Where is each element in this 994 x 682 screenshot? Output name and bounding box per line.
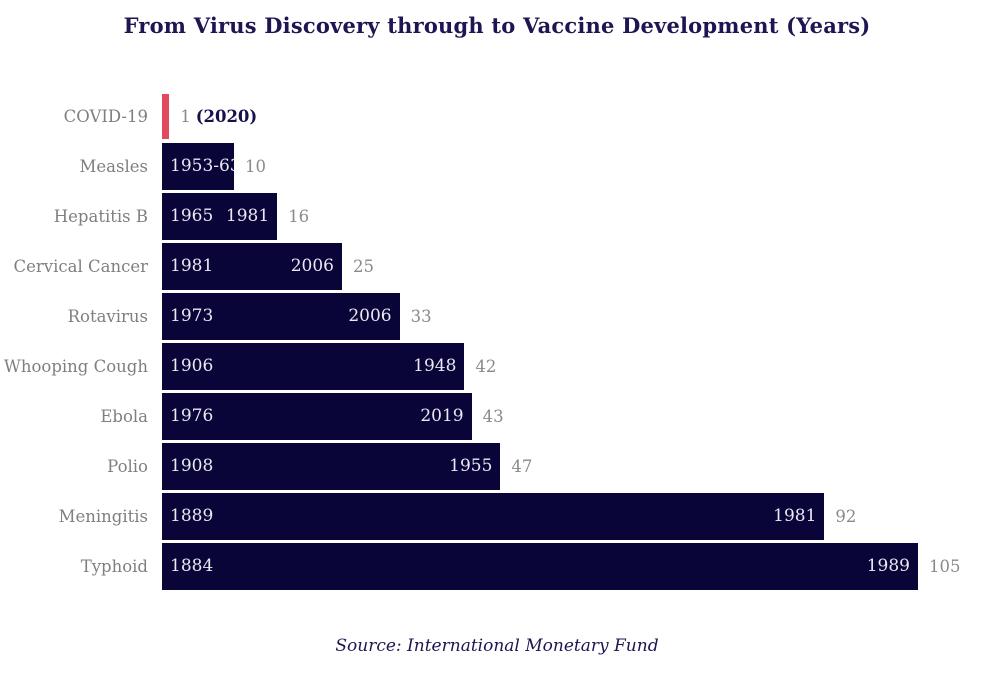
bar-whooping-cough: 1906 1948 [162,343,465,390]
bar-zone: 1 (2020) [162,94,994,139]
bar-zone: 1908 1955 47 [162,443,994,490]
bar-zone: 1953-63 10 [162,143,994,190]
source-caption: Source: International Monetary Fund [335,636,659,656]
chart-row-meningitis: Meningitis 1889 1981 92 [0,493,994,540]
bar-hepatitis-b: 1965 1981 [162,193,278,240]
category-label: COVID-19 [63,107,148,126]
bar-value-label: 47 [511,457,533,476]
chart-row-ebola: Ebola 1976 2019 43 [0,393,994,440]
bar-end-year: 1948 [413,356,457,376]
bar-zone: 1884 1989 105 [162,543,994,590]
bar-typhoid: 1884 1989 [162,543,918,590]
chart-row-polio: Polio 1908 1955 47 [0,443,994,490]
bar-start-year: 1889 [170,506,214,526]
chart-row-rotavirus: Rotavirus 1973 2006 33 [0,293,994,340]
category-label: Rotavirus [67,307,148,326]
bar-value-label: 25 [353,257,374,276]
bar-rotavirus: 1973 2006 [162,293,400,340]
bar-zone: 1906 1948 42 [162,343,994,390]
chart-row-whooping-cough: Whooping Cough 1906 1948 42 [0,343,994,390]
bar-value-label: 1 [180,107,191,126]
bar-zone: 1981 2006 25 [162,243,994,290]
bar-value-label: 10 [245,157,266,176]
bar-zone: 1976 2019 43 [162,393,994,440]
chart-row-hepatitis-b: Hepatitis B 1965 1981 16 [0,193,994,240]
chart-row-typhoid: Typhoid 1884 1989 105 [0,543,994,590]
category-label: Ebola [100,407,148,426]
bar-start-year: 1976 [170,406,214,426]
bar-zone: 1965 1981 16 [162,193,994,240]
bar-zone: 1889 1981 92 [162,493,994,540]
bar-value-label: 42 [475,357,497,376]
category-label: Typhoid [80,557,148,576]
bar-end-year: 2006 [348,306,392,326]
chart-row-covid19: COVID-19 1 (2020) [0,93,994,140]
bar-value-label: 43 [482,407,504,426]
bar-start-year: 1908 [170,456,214,476]
bar-end-year: 1981 [225,206,270,226]
bar-end-year: 1955 [449,456,493,476]
bar-ebola: 1976 2019 [162,393,472,440]
bar-end-year: 1981 [773,506,817,526]
bar-value-label: 33 [410,307,432,326]
bar-end-year: 2019 [420,406,464,426]
category-label: Polio [107,457,148,476]
bar-start-year: 1965 [170,206,214,226]
category-label: Cervical Cancer [13,257,148,276]
category-label: Meningitis [58,507,148,526]
bar-meningitis: 1889 1981 [162,493,825,540]
bar-cervical-cancer: 1981 2006 [162,243,342,290]
bar-start-year: 1981 [170,256,214,276]
bar-polio: 1908 1955 [162,443,501,490]
bar-measles: 1953-63 [162,143,234,190]
bar-value-label: 92 [835,507,857,526]
bar-start-year: 1953-63 [170,156,234,176]
bar-value-label: 16 [288,207,310,226]
bar-zone: 1973 2006 33 [162,293,994,340]
chart-row-cervical-cancer: Cervical Cancer 1981 2006 25 [0,243,994,290]
chart-title: From Virus Discovery through to Vaccine … [123,13,871,38]
bar-start-year: 1906 [170,356,214,376]
bar-start-year: 1884 [170,556,214,576]
bar-start-year: 1973 [170,306,214,326]
bar-value-label: 105 [929,557,961,576]
category-label: Measles [79,157,148,176]
bar-covid19 [162,94,170,139]
bar-annotation: (2020) [195,107,258,126]
category-label: Whooping Cough [3,357,148,376]
bar-end-year: 1989 [866,556,910,576]
bar-end-year: 2006 [290,256,334,276]
category-label: Hepatitis B [53,207,148,226]
chart-row-measles: Measles 1953-63 10 [0,143,994,190]
bar-chart: COVID-19 1 (2020) Measles 1953-63 10 [0,93,994,593]
